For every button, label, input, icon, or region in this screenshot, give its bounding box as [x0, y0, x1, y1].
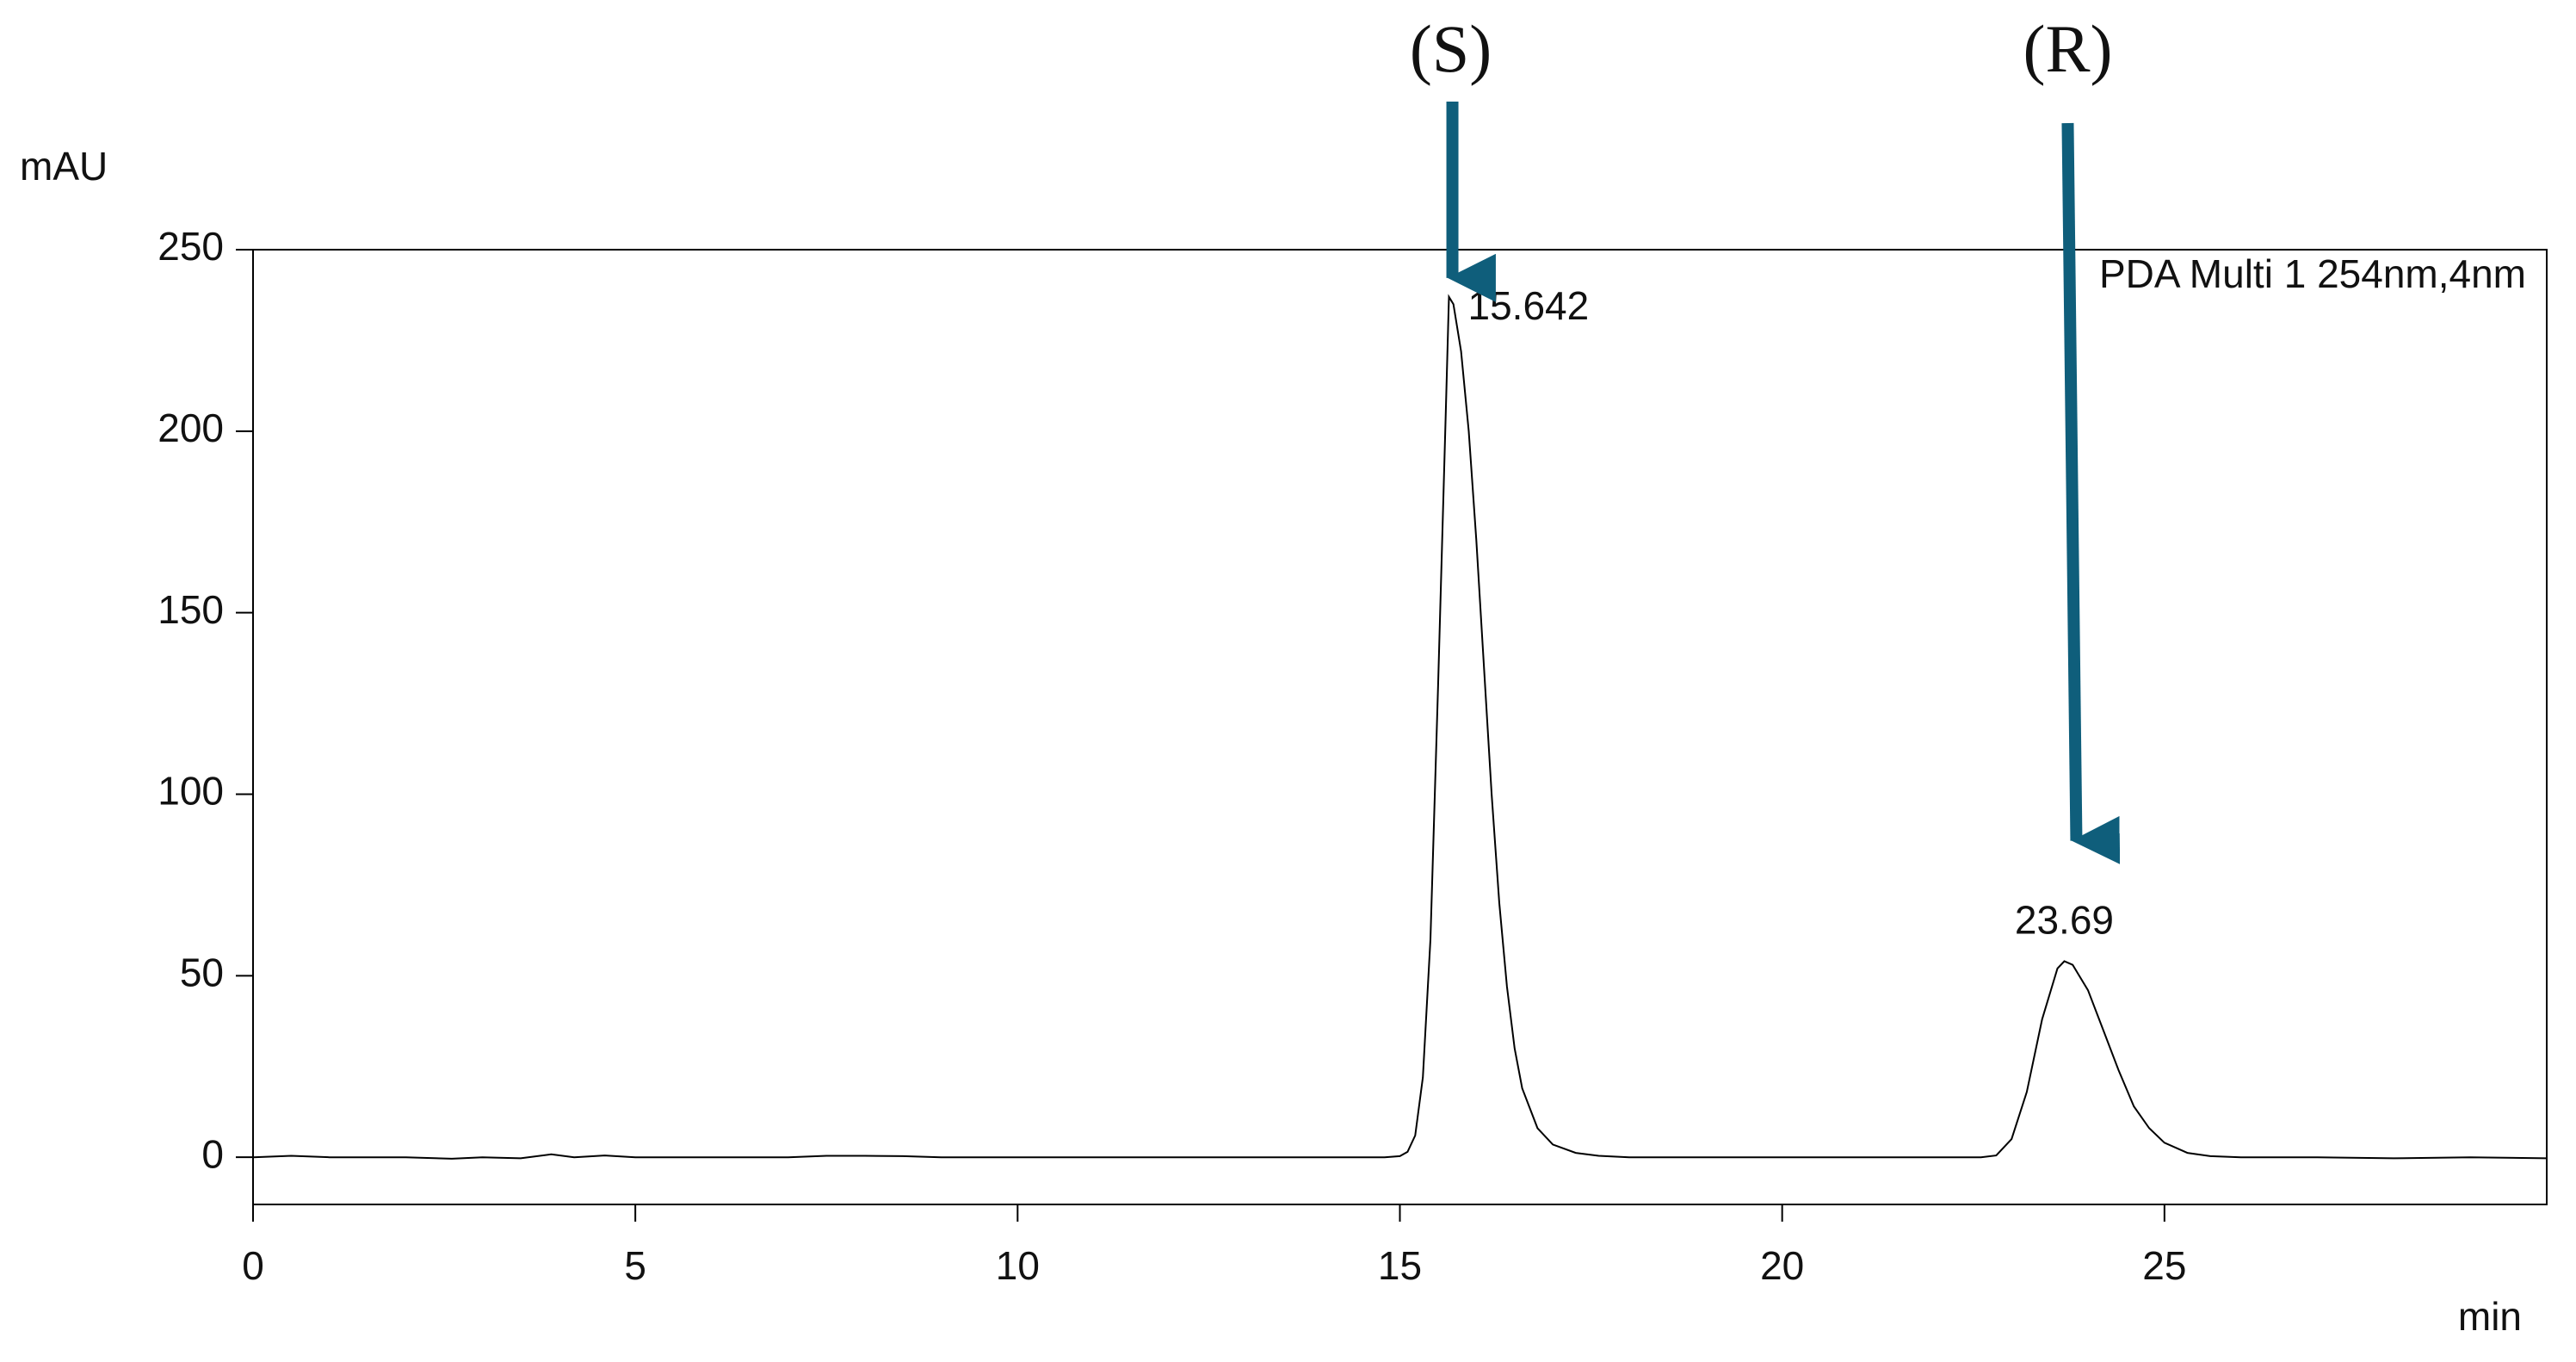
- x-tick-label: 20: [1760, 1243, 1804, 1288]
- plot-frame: [252, 249, 2548, 1205]
- y-tick-label: 150: [158, 587, 224, 632]
- x-tick-label: 25: [2142, 1243, 2186, 1288]
- peak-name: (R): [2023, 11, 2112, 86]
- trace: [252, 294, 2548, 1160]
- arrow: [2061, 122, 2121, 864]
- x-tick-label: 15: [1378, 1243, 1422, 1288]
- x-axis-label: min: [2458, 1294, 2522, 1339]
- y-tick-label: 100: [158, 769, 224, 814]
- x-tick-label: 10: [996, 1243, 1040, 1288]
- y-tick-label: 0: [201, 1131, 224, 1176]
- x-tick-label: 5: [624, 1243, 646, 1288]
- y-tick-label: 50: [180, 950, 224, 995]
- y-tick-label: 250: [158, 224, 224, 269]
- y-tick-label: 200: [158, 406, 224, 450]
- peak-time-label: 23.69: [2015, 898, 2114, 943]
- peak-time-label: 15.642: [1468, 283, 1590, 328]
- peak-name: (S): [1410, 11, 1492, 86]
- series-label: PDA Multi 1 254nm,4nm: [2099, 251, 2526, 296]
- y-axis-label: mAU: [20, 144, 108, 189]
- x-tick-label: 0: [242, 1243, 264, 1288]
